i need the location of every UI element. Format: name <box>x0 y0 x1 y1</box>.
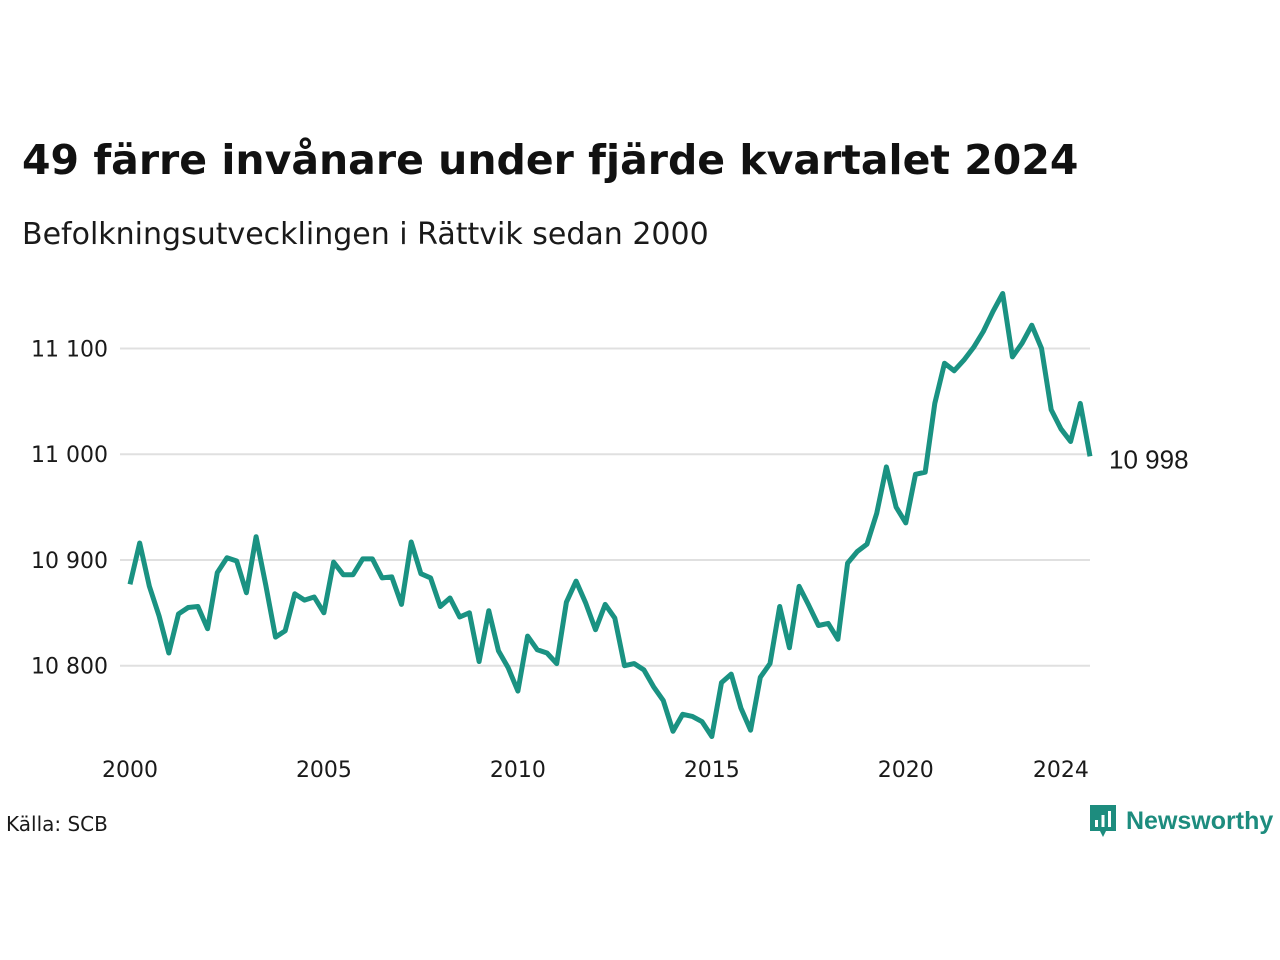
brand-name: Newsworthy <box>1126 806 1274 835</box>
y-tick-label: 11 100 <box>31 337 108 362</box>
end-label-layer: 10 998 <box>1109 444 1189 474</box>
newsworthy-logo-icon <box>1090 805 1116 837</box>
x-tick-label: 2024 <box>1033 758 1089 783</box>
series-layer <box>127 291 1093 739</box>
series-line <box>127 291 1093 739</box>
end-value-label: 10 998 <box>1109 444 1189 474</box>
chart-title: 49 färre invånare under fjärde kvartalet… <box>22 136 1079 184</box>
chart-subtitle: Befolkningsutvecklingen i Rättvik sedan … <box>22 217 709 252</box>
y-tick-label: 11 000 <box>31 443 108 468</box>
x-tick-label: 2010 <box>490 758 546 783</box>
gridlines <box>120 347 1090 667</box>
x-tick-label: 2015 <box>684 758 740 783</box>
y-tick-label: 10 900 <box>31 549 108 574</box>
y-axis-tick-labels: 10 800 10 900 11 000 11 100 <box>31 337 108 679</box>
brand-logo[interactable]: Newsworthy <box>1088 803 1273 839</box>
x-tick-label: 2005 <box>296 758 352 783</box>
x-axis-tick-labels: 2000 2005 2010 2015 2020 2024 <box>102 758 1089 783</box>
y-tick-label: 10 800 <box>31 655 108 680</box>
x-tick-label: 2000 <box>102 758 158 783</box>
x-tick-label: 2020 <box>878 758 934 783</box>
source-note: Källa: SCB <box>6 812 108 836</box>
